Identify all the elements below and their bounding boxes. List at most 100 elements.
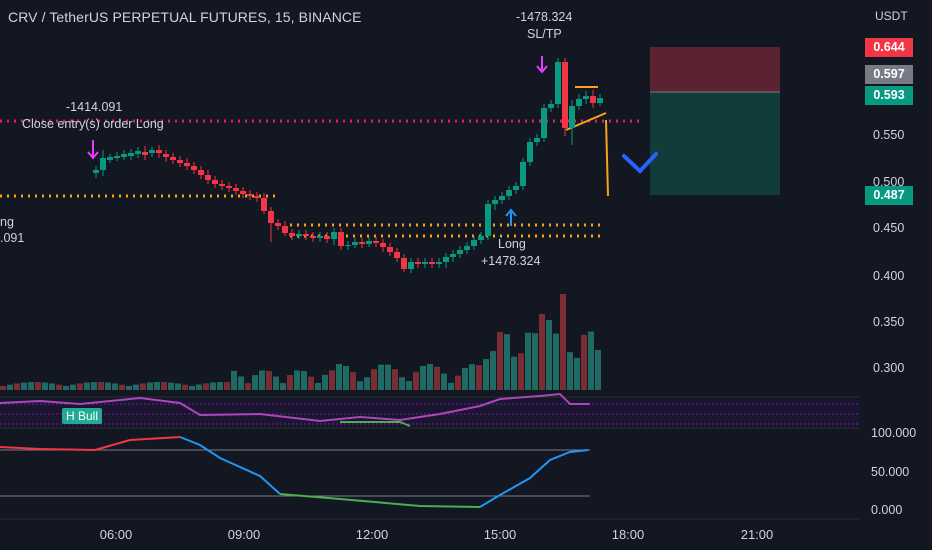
volume-bar bbox=[140, 383, 146, 390]
oscillator-axis-label: 100.000 bbox=[871, 426, 917, 440]
volume-bar bbox=[448, 382, 454, 390]
candle-body bbox=[590, 96, 596, 103]
candle-body bbox=[114, 156, 120, 158]
volume-bar bbox=[252, 375, 258, 390]
volume-bar bbox=[91, 382, 97, 390]
candle-body bbox=[135, 151, 141, 154]
candle-body bbox=[310, 236, 316, 238]
candle-body bbox=[415, 262, 421, 264]
volume-bar bbox=[112, 383, 118, 390]
volume-bar bbox=[483, 359, 489, 390]
chevron-down-icon bbox=[622, 152, 658, 174]
candle-body bbox=[506, 190, 512, 196]
volume-bar bbox=[364, 377, 370, 390]
volume-bar bbox=[133, 384, 139, 390]
volume-bar bbox=[217, 382, 223, 390]
take-profit-zone[interactable] bbox=[650, 92, 780, 195]
long-pnl-label: +1478.324 bbox=[481, 254, 541, 268]
oscillator-axis-label: 0.000 bbox=[871, 503, 903, 517]
price-tag: 0.487 bbox=[865, 186, 913, 205]
candle-body bbox=[142, 152, 148, 155]
volume-bar bbox=[273, 376, 279, 390]
candle-body bbox=[226, 186, 232, 188]
left-partial-label-2: .091 bbox=[0, 231, 25, 245]
candle-body bbox=[387, 247, 393, 252]
volume-bar bbox=[518, 353, 524, 390]
candle-body bbox=[478, 236, 484, 240]
volume-bar bbox=[441, 373, 447, 390]
candle-body bbox=[597, 98, 603, 103]
volume-bar bbox=[392, 369, 398, 390]
volume-bar bbox=[455, 375, 461, 390]
volume-bar bbox=[98, 382, 104, 390]
candle-body bbox=[282, 226, 288, 233]
candle-body bbox=[499, 196, 505, 200]
volume-bar bbox=[280, 383, 286, 390]
candle-body bbox=[177, 160, 183, 163]
candle-body bbox=[569, 106, 575, 128]
volume-bar bbox=[168, 382, 174, 390]
volume-bar bbox=[126, 385, 132, 390]
volume-bar bbox=[175, 383, 181, 390]
candle-body bbox=[184, 163, 190, 166]
candlestick-series bbox=[93, 58, 603, 273]
candle-body bbox=[422, 262, 428, 264]
price-tag: 0.593 bbox=[865, 86, 913, 105]
candle-body bbox=[457, 250, 463, 254]
close-entry-label: Close entry(s) order Long bbox=[22, 117, 164, 131]
volume-bar bbox=[70, 384, 76, 390]
candle-body bbox=[296, 234, 302, 236]
h-bull-badge: H Bull bbox=[62, 408, 103, 424]
volume-bar bbox=[539, 314, 545, 390]
volume-bar bbox=[294, 370, 300, 390]
left-partial-label-1: ng bbox=[0, 215, 14, 229]
volume-bar bbox=[462, 368, 468, 390]
volume-bar bbox=[504, 334, 510, 390]
volume-bar bbox=[301, 371, 307, 390]
price-axis-label: 0.300 bbox=[873, 361, 905, 375]
close-pnl-label: -1414.091 bbox=[66, 100, 123, 114]
volume-bar bbox=[189, 385, 195, 390]
volume-bar bbox=[329, 370, 335, 390]
candle-body bbox=[191, 166, 197, 170]
volume-bar bbox=[196, 384, 202, 390]
candle-body bbox=[170, 157, 176, 160]
oscillator-axis-label: 50.000 bbox=[871, 465, 910, 479]
volume-bar bbox=[595, 350, 601, 390]
volume-bar bbox=[84, 382, 90, 390]
volume-bar bbox=[119, 384, 125, 390]
volume-bar bbox=[238, 376, 244, 390]
price-axis-label: 0.550 bbox=[873, 128, 905, 142]
volume-bar bbox=[28, 382, 34, 390]
symbol-title[interactable]: CRV / TetherUS PERPETUAL FUTURES, 15, BI… bbox=[8, 9, 362, 25]
candle-body bbox=[303, 234, 309, 236]
time-axis-label: 18:00 bbox=[611, 527, 645, 542]
candle-body bbox=[492, 200, 498, 204]
volume-bar bbox=[588, 331, 594, 390]
volume-bar bbox=[77, 383, 83, 390]
candle-body bbox=[163, 154, 169, 157]
volume-bar bbox=[427, 364, 433, 390]
time-axis-label: 12:00 bbox=[355, 527, 389, 542]
candle-body bbox=[394, 252, 400, 258]
candle-body bbox=[219, 184, 225, 186]
candle-body bbox=[408, 262, 414, 269]
volume-bar bbox=[357, 381, 363, 390]
candle-body bbox=[534, 138, 540, 142]
candle-body bbox=[429, 262, 435, 264]
volume-bar bbox=[105, 382, 111, 390]
candle-body bbox=[254, 196, 260, 198]
price-tag: 0.597 bbox=[865, 65, 913, 84]
volume-bar bbox=[0, 386, 6, 390]
volume-bar bbox=[434, 366, 440, 390]
candle-body bbox=[247, 194, 253, 196]
sl-tp-label: SL/TP bbox=[527, 27, 562, 41]
candle-body bbox=[401, 258, 407, 269]
candle-body bbox=[93, 170, 99, 173]
candle-body bbox=[268, 211, 274, 223]
stop-loss-zone[interactable] bbox=[650, 47, 780, 92]
volume-bar bbox=[385, 364, 391, 390]
candle-body bbox=[240, 191, 246, 194]
candle-body bbox=[156, 150, 162, 153]
